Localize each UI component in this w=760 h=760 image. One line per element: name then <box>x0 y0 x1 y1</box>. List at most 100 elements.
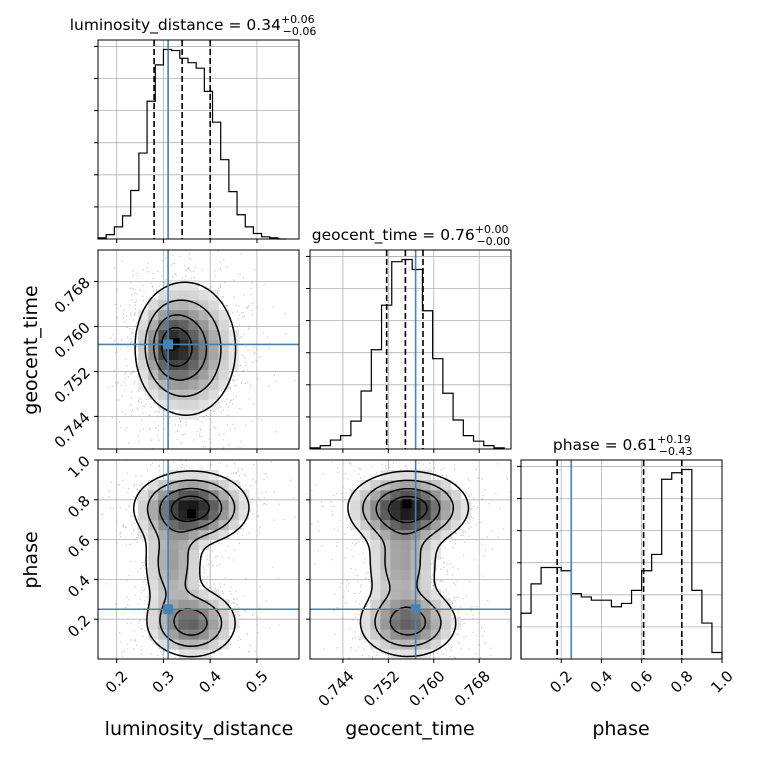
density-cell <box>178 379 189 390</box>
density-cell <box>188 349 199 360</box>
density-cell <box>138 359 149 370</box>
density-cell <box>178 509 189 521</box>
title-plus: +0.06 <box>281 13 315 26</box>
density-cell <box>430 489 442 501</box>
density-cell <box>390 549 401 560</box>
density-cell <box>400 569 411 580</box>
density-cell <box>400 529 411 541</box>
density-cell <box>158 629 169 640</box>
density-cell <box>188 579 199 590</box>
density-cell <box>188 549 199 560</box>
density-cell <box>148 559 159 570</box>
density-cell <box>218 629 230 640</box>
density-cell <box>228 349 240 360</box>
density-cell <box>440 499 452 511</box>
density-cell <box>198 299 210 311</box>
density-cell <box>360 519 371 531</box>
density-cell <box>390 619 401 630</box>
density-cell <box>440 629 452 640</box>
density-cell <box>178 389 189 400</box>
density-cell <box>198 349 210 360</box>
density-cell <box>158 289 169 301</box>
density-cell <box>198 649 210 659</box>
density-cell <box>188 309 199 321</box>
panel-title-luminosity_distance: luminosity_distance = 0.34+0.06 −0.06 <box>70 13 317 38</box>
density-cell <box>400 549 411 560</box>
density-cell <box>360 609 371 620</box>
hist-phase-xtick-label: 0.4 <box>587 667 617 697</box>
density-cell <box>188 589 199 600</box>
density-cell <box>168 609 179 620</box>
panel-title-phase: phase = 0.61+0.19 −0.43 <box>553 433 693 458</box>
density-cell <box>208 379 220 390</box>
density-cell <box>238 499 250 511</box>
title-minus: −0.06 <box>283 25 317 38</box>
density-cell <box>178 399 189 410</box>
density-cell <box>350 499 361 511</box>
density-cell <box>420 559 432 570</box>
density-cell <box>178 569 189 580</box>
density-cell <box>218 509 230 521</box>
density-cell <box>168 529 179 541</box>
density-cell <box>168 519 179 531</box>
density-cell <box>430 499 442 511</box>
density-cell <box>390 609 401 620</box>
density-cell <box>168 469 179 481</box>
joint-geocent_time-xtick-label: 0.760 <box>405 667 448 710</box>
density-cell <box>420 539 432 551</box>
density-cell <box>208 589 220 600</box>
contour-level-1 <box>362 479 455 647</box>
density-cell <box>188 559 199 570</box>
density-cell <box>350 489 361 501</box>
joint-geocent_time-ytick-label: 0.744 <box>51 408 94 451</box>
density-cell <box>178 649 189 659</box>
density-cell <box>400 619 411 630</box>
density-cell <box>188 479 199 491</box>
density-cell <box>168 319 179 331</box>
density-cell <box>430 639 442 650</box>
density-cell <box>148 589 159 600</box>
injection-marker <box>410 604 421 615</box>
density-cell <box>400 559 411 570</box>
contour-level-0 <box>134 281 237 416</box>
density-cell <box>158 549 169 560</box>
density-cell <box>390 519 401 531</box>
joint-geocent_time-xtick-label: 0.752 <box>360 667 403 710</box>
density-cell <box>198 519 210 531</box>
density-cell <box>360 629 371 640</box>
density-cell <box>400 479 411 491</box>
density-cell <box>138 369 149 380</box>
density-cell <box>148 579 159 590</box>
hist-phase-xtick-label: 0.8 <box>667 667 697 697</box>
density-cell <box>370 499 381 511</box>
density-cell <box>208 469 220 481</box>
density-cell <box>400 469 411 481</box>
density-cell <box>188 569 199 580</box>
density-cell <box>158 479 169 491</box>
density-cell <box>380 589 391 600</box>
joint-content-luminosity_distance-geocent_time <box>98 250 299 449</box>
density-cell <box>370 629 381 640</box>
density-cell <box>178 319 189 331</box>
contour-level-0 <box>132 470 250 658</box>
density-cell <box>440 599 452 610</box>
density-cell <box>400 639 411 650</box>
density-cell <box>198 509 210 521</box>
density-cell <box>148 479 159 491</box>
density-cell <box>380 479 391 491</box>
density-cell <box>178 529 189 541</box>
density-cell <box>188 609 199 620</box>
density-cell <box>198 469 210 481</box>
density-cell <box>380 629 391 640</box>
density-cell <box>178 539 189 551</box>
density-cell <box>148 619 159 630</box>
density-cell <box>148 569 159 580</box>
density-cell <box>228 509 240 521</box>
density-cell <box>400 599 411 610</box>
density-cell <box>178 549 189 560</box>
hist-grid-phase <box>521 460 723 659</box>
density-cell <box>178 289 189 301</box>
density-cell <box>440 609 452 620</box>
density-cell <box>148 389 159 400</box>
density-cell <box>380 529 391 541</box>
